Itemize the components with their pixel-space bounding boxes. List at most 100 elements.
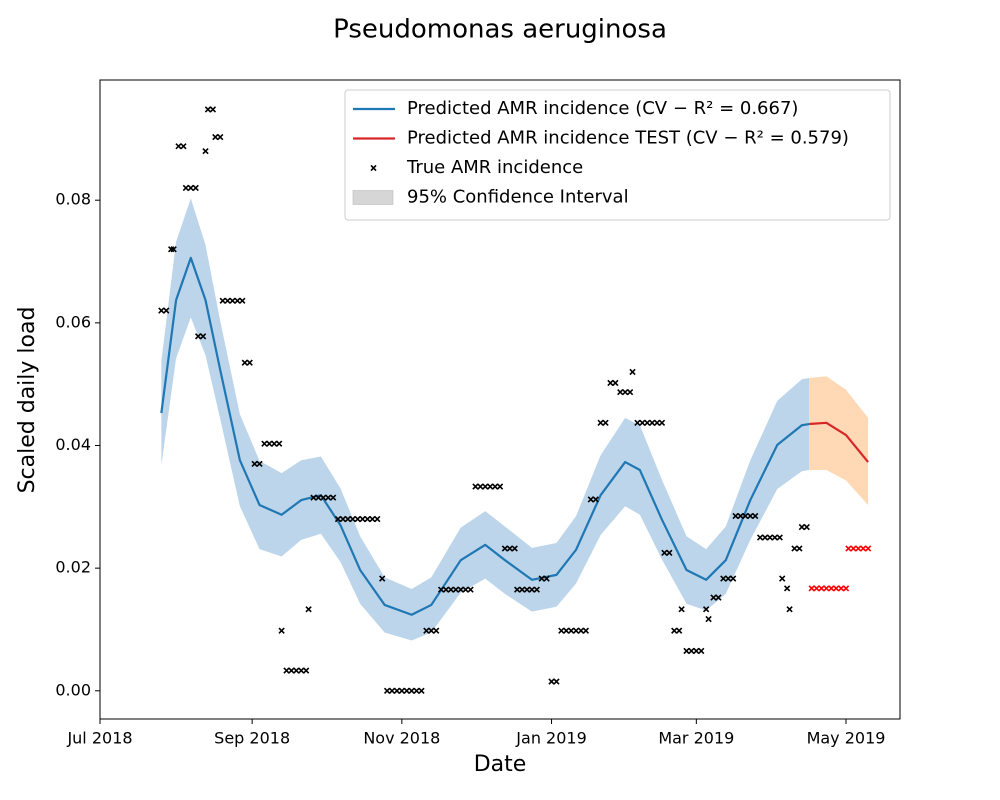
data-point — [457, 586, 464, 593]
data-point — [860, 545, 867, 552]
data-point — [563, 627, 570, 634]
data-point — [209, 106, 217, 113]
data-point — [818, 585, 825, 592]
data-point — [339, 515, 347, 523]
data-point — [334, 515, 342, 523]
data-point — [803, 523, 810, 531]
data-point — [533, 586, 540, 593]
data-point — [761, 534, 769, 541]
data-point — [538, 575, 545, 582]
data-point — [305, 606, 312, 613]
data-point — [514, 586, 521, 593]
data-point — [543, 575, 550, 582]
data-point — [462, 586, 469, 593]
data-point — [626, 388, 634, 396]
data-point — [845, 545, 852, 552]
data-point — [771, 534, 779, 541]
data-point — [428, 627, 435, 634]
data-point — [298, 667, 305, 674]
data-point — [180, 143, 187, 150]
data-point — [671, 627, 678, 634]
data-point — [467, 586, 474, 593]
data-point — [349, 515, 356, 523]
data-point — [369, 515, 376, 523]
data-point — [182, 184, 190, 192]
x-axis-label: Date — [474, 752, 527, 777]
data-point — [266, 440, 273, 447]
x-tick-label: May 2019 — [807, 729, 886, 748]
data-point — [418, 687, 425, 694]
data-point — [491, 483, 499, 490]
data-point — [813, 585, 820, 592]
data-point — [202, 147, 209, 155]
data-point — [698, 647, 705, 655]
data-point — [433, 627, 440, 634]
data-point — [644, 419, 651, 426]
data-point — [234, 297, 241, 304]
prediction-line — [160, 256, 810, 616]
data-point — [261, 440, 268, 447]
legend-swatch — [352, 190, 394, 205]
data-point — [779, 575, 786, 582]
data-point — [587, 496, 594, 503]
data-point — [828, 585, 835, 592]
data-point — [752, 512, 759, 520]
data-point — [364, 515, 371, 523]
data-point — [359, 515, 366, 523]
legend-label: Predicted AMR incidence TEST (CV − R² = … — [407, 128, 849, 149]
data-point — [518, 586, 526, 593]
data-point — [442, 586, 450, 593]
data-point — [747, 512, 754, 520]
data-point — [776, 534, 783, 541]
data-point — [329, 494, 337, 501]
x-tick-label: Nov 2018 — [363, 729, 440, 748]
data-point — [204, 106, 212, 113]
confidence-band — [809, 376, 869, 505]
data-point — [597, 419, 604, 426]
data-point — [582, 627, 590, 634]
data-point — [275, 440, 283, 447]
data-point — [705, 615, 712, 623]
data-point — [194, 333, 202, 340]
data-point — [658, 419, 666, 426]
data-point — [374, 515, 381, 523]
legend-box — [344, 89, 891, 221]
data-point — [219, 297, 226, 304]
data-point — [246, 359, 253, 366]
data-point — [251, 460, 258, 468]
data-point — [383, 687, 391, 694]
data-point — [175, 143, 182, 150]
data-point — [720, 575, 727, 582]
data-point — [393, 687, 401, 694]
data-point — [629, 368, 636, 376]
y-tick-label: 0.00 — [55, 680, 91, 699]
data-point — [653, 419, 661, 426]
legend-label: Predicted AMR incidence (CV − R² = 0.667… — [407, 98, 798, 119]
data-point — [798, 523, 806, 531]
data-point — [602, 419, 609, 426]
data-point — [379, 575, 386, 582]
data-point — [617, 388, 624, 396]
data-point — [756, 534, 764, 541]
data-point — [850, 545, 857, 552]
x-tick-label: Jul 2018 — [66, 729, 132, 748]
data-point — [288, 667, 295, 674]
data-point — [477, 483, 484, 490]
data-point — [791, 545, 798, 552]
data-point — [354, 515, 361, 523]
data-point — [666, 549, 673, 556]
data-point — [732, 512, 739, 520]
data-point — [217, 133, 224, 141]
data-point — [447, 586, 455, 593]
data-point — [592, 496, 599, 503]
data-point — [239, 297, 246, 304]
prediction-line — [809, 421, 869, 463]
data-point — [742, 512, 749, 520]
data-point — [501, 545, 509, 552]
data-point — [808, 585, 815, 592]
data-point — [783, 585, 791, 592]
data-point — [725, 575, 732, 582]
data-point — [271, 440, 278, 447]
data-point — [192, 184, 199, 192]
